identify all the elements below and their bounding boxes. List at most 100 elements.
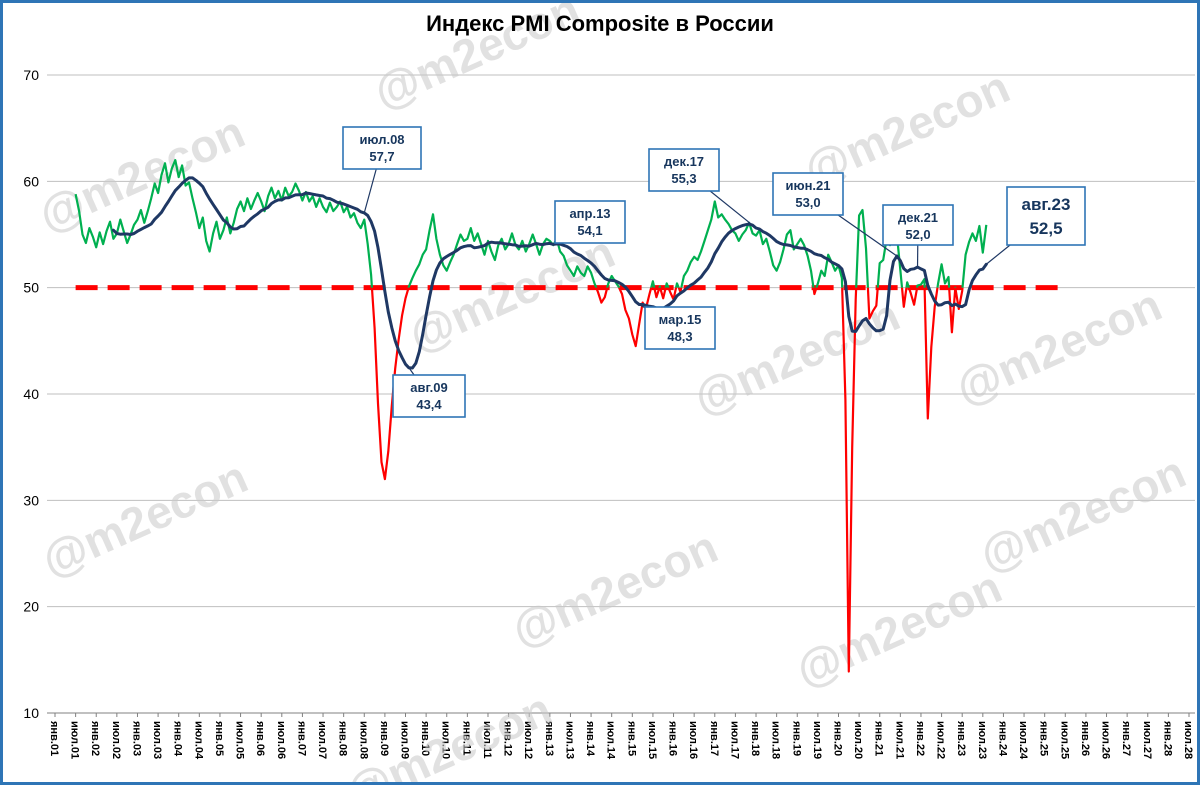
x-axis-tick-label: июл.27 xyxy=(1141,721,1153,759)
x-axis-tick-label: июл.19 xyxy=(811,721,823,759)
annotation-value: 53,0 xyxy=(795,195,820,210)
annotation-date: июн.21 xyxy=(785,178,830,193)
x-axis-tick-label: июл.18 xyxy=(770,721,782,759)
y-axis-tick-label: 50 xyxy=(23,280,39,296)
x-axis-tick-label: янв.20 xyxy=(831,721,843,756)
x-axis-tick-label: июл.10 xyxy=(440,721,452,759)
x-axis-tick-label: июл.17 xyxy=(728,721,740,759)
annotation-value: 55,3 xyxy=(671,171,696,186)
x-axis-tick-label: июл.23 xyxy=(976,721,988,759)
x-axis-tick-label: янв.09 xyxy=(378,721,390,756)
annotation-box xyxy=(554,200,626,244)
annotation-box xyxy=(1006,186,1086,246)
annotation-date: авг.09 xyxy=(410,380,447,395)
x-axis-tick-label: июл.15 xyxy=(646,721,658,759)
annotation-date: дек.17 xyxy=(664,154,704,169)
x-axis-tick-label: янв.18 xyxy=(749,721,761,756)
annotation-callout: июн.21 53,0 xyxy=(772,172,898,257)
x-axis-tick-label: янв.02 xyxy=(89,721,101,756)
annotation-value: 54,1 xyxy=(577,223,602,238)
x-axis-tick-label: июл.07 xyxy=(316,721,328,759)
x-axis-tick-label: янв.25 xyxy=(1038,721,1050,756)
x-axis-tick-label: июл.01 xyxy=(69,721,81,759)
x-axis-tick-label: янв.04 xyxy=(172,721,184,757)
annotation-date: дек.21 xyxy=(898,210,938,225)
x-axis-tick-label: янв.13 xyxy=(543,721,555,756)
annotation-box xyxy=(644,306,716,350)
x-axis-tick-label: июл.04 xyxy=(192,721,204,760)
x-axis-tick-label: июл.12 xyxy=(522,721,534,759)
annotation-box xyxy=(342,126,422,170)
x-axis-tick-label: июл.05 xyxy=(234,721,246,759)
x-axis-tick-label: июл.03 xyxy=(151,721,163,759)
annotation-date: апр.13 xyxy=(569,206,610,221)
annotation-date: июл.08 xyxy=(359,132,404,147)
x-axis-tick-label: июл.11 xyxy=(481,721,493,759)
y-axis-tick-label: 20 xyxy=(23,599,39,615)
x-axis-tick-label: июл.26 xyxy=(1100,721,1112,759)
x-axis-tick-label: июл.16 xyxy=(687,721,699,759)
x-axis-tick-label: июл.06 xyxy=(275,721,287,759)
x-axis-tick-label: янв.03 xyxy=(130,721,142,756)
x-axis-tick-label: янв.26 xyxy=(1079,721,1091,756)
y-axis-tick-label: 10 xyxy=(23,705,39,721)
x-axis-tick-label: янв.12 xyxy=(502,721,514,756)
annotation-callout: июл.08 57,7 xyxy=(342,126,422,214)
x-axis-tick-label: янв.16 xyxy=(667,721,679,756)
x-axis-tick-label: янв.23 xyxy=(955,721,967,756)
x-axis-tick-label: янв.28 xyxy=(1161,721,1173,756)
y-axis-tick-label: 40 xyxy=(23,386,39,402)
x-axis-tick-label: июл.13 xyxy=(563,721,575,759)
annotation-date: мар.15 xyxy=(659,312,702,327)
watermark: @m2econ xyxy=(788,560,1009,696)
annotation-value: 57,7 xyxy=(369,149,394,164)
watermark: @m2econ xyxy=(338,682,559,785)
x-axis-tick-label: янв.06 xyxy=(254,721,266,756)
chart-title: Индекс PMI Composite в России xyxy=(426,11,774,36)
x-axis-tick-label: янв.14 xyxy=(584,721,596,757)
x-axis-tick-label: янв.22 xyxy=(914,721,926,756)
watermark: @m2econ xyxy=(972,445,1193,581)
x-axis-tick-label: янв.15 xyxy=(625,721,637,756)
annotation-callout: авг.23 52,5 xyxy=(985,186,1086,265)
x-axis-tick-label: янв.07 xyxy=(295,721,307,756)
x-axis-tick-label: янв.27 xyxy=(1120,721,1132,756)
x-axis-tick-label: июл.21 xyxy=(893,721,905,759)
x-axis-tick-label: янв.17 xyxy=(708,721,720,756)
annotation-callout: дек.21 52,0 xyxy=(882,204,954,268)
annotation-callout: авг.09 43,4 xyxy=(392,367,466,418)
x-axis-tick-label: янв.11 xyxy=(460,721,472,756)
x-axis-tick-label: июл.20 xyxy=(852,721,864,759)
annotation-box xyxy=(772,172,844,216)
annotation-value: 52,5 xyxy=(1029,219,1062,238)
annotation-callout: мар.15 48,3 xyxy=(638,303,716,350)
y-axis-tick-label: 70 xyxy=(23,67,39,83)
x-axis-tick-label: янв.24 xyxy=(996,721,1008,757)
annotation-value: 48,3 xyxy=(667,329,692,344)
x-axis-tick-label: янв.19 xyxy=(790,721,802,756)
x-axis-tick-label: июл.22 xyxy=(935,721,947,759)
x-axis-tick-label: янв.10 xyxy=(419,721,431,756)
annotation-box xyxy=(392,374,466,418)
annotation-value: 43,4 xyxy=(416,397,442,412)
trend-line-12m-average xyxy=(111,176,988,370)
x-axis-tick-label: июл.24 xyxy=(1017,721,1029,760)
x-axis-tick-label: янв.05 xyxy=(213,721,225,756)
watermark: @m2econ xyxy=(34,450,255,586)
x-axis-tick-label: июл.09 xyxy=(399,721,411,759)
x-axis-tick-label: июл.08 xyxy=(357,721,369,759)
annotation-value: 52,0 xyxy=(905,227,930,242)
watermark: @m2econ xyxy=(31,105,252,241)
x-axis-tick-label: июл.28 xyxy=(1182,721,1194,759)
x-axis-tick-label: янв.01 xyxy=(48,721,60,756)
pmi-composite-chart: 10 20 30 40 50 60 70 янв.01 июл.01 янв.02 июл.02 ян… xyxy=(23,3,1195,785)
annotation-callout: апр.13 54,1 xyxy=(554,200,626,245)
y-axis-tick-label: 60 xyxy=(23,173,39,189)
y-axis-tick-label: 30 xyxy=(23,492,39,508)
watermark: @m2econ xyxy=(504,520,725,656)
annotation-box xyxy=(882,204,954,246)
x-axis-tick-label: янв.08 xyxy=(337,721,349,756)
monthly-pmi-line-above-50 xyxy=(74,159,988,288)
annotation-box xyxy=(648,148,720,192)
